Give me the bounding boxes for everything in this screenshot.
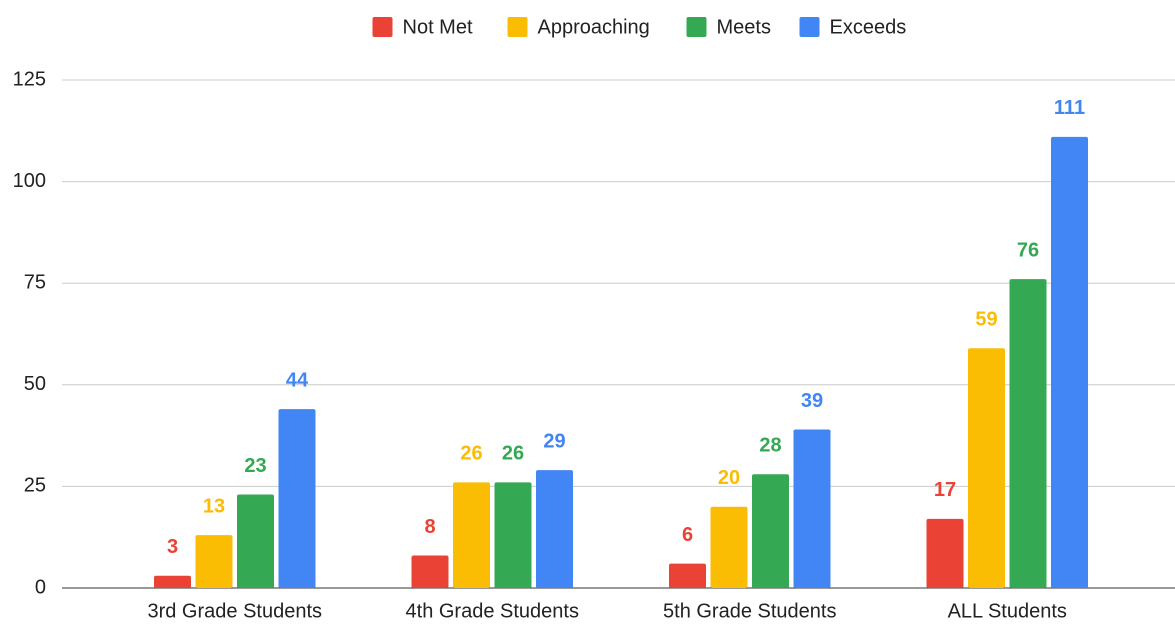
y-tick-label: 50 <box>24 373 46 395</box>
bar <box>669 563 706 588</box>
bar <box>195 535 233 588</box>
bar <box>237 494 274 588</box>
y-tick-label: 100 <box>13 170 46 192</box>
data-label: 8 <box>424 516 435 538</box>
data-label: 20 <box>718 467 740 489</box>
data-label: 17 <box>934 479 956 501</box>
legend-swatch <box>799 17 820 37</box>
bar <box>411 555 449 588</box>
bar <box>154 575 191 588</box>
bar <box>536 470 573 588</box>
bar <box>793 429 831 588</box>
y-tick-label: 25 <box>24 475 46 497</box>
bar <box>752 474 789 588</box>
data-label: 29 <box>543 430 565 452</box>
x-tick-label: ALL Students <box>948 600 1067 622</box>
x-tick-label: 3rd Grade Students <box>147 600 322 622</box>
legend-swatch <box>686 17 707 37</box>
y-tick-label: 125 <box>13 68 46 90</box>
bar <box>453 482 490 588</box>
y-tick-label: 75 <box>24 271 46 293</box>
legend-label: Not Met <box>403 16 473 38</box>
x-tick-label: 5th Grade Students <box>663 600 836 622</box>
data-label: 28 <box>759 434 781 456</box>
legend-label: Exceeds <box>830 16 907 38</box>
data-label: 26 <box>460 443 482 465</box>
bar <box>968 348 1005 588</box>
legend-swatch <box>507 17 528 37</box>
bar <box>1051 136 1088 588</box>
data-label: 111 <box>1054 97 1085 119</box>
bar <box>494 482 532 588</box>
bar <box>926 518 964 588</box>
y-tick-label: 0 <box>35 576 46 598</box>
legend-label: Approaching <box>538 16 650 38</box>
data-label: 26 <box>502 443 524 465</box>
bar <box>278 409 316 588</box>
data-label: 59 <box>975 309 997 331</box>
data-label: 3 <box>167 536 178 558</box>
bar <box>710 506 748 588</box>
legend-label: Meets <box>717 16 771 38</box>
data-label: 13 <box>203 495 225 517</box>
bar <box>1009 279 1047 588</box>
x-tick-label: 4th Grade Students <box>406 600 579 622</box>
legend-swatch <box>372 17 393 37</box>
data-label: 44 <box>286 369 309 391</box>
data-label: 76 <box>1017 239 1039 261</box>
data-label: 23 <box>244 455 266 477</box>
data-label: 6 <box>682 524 693 546</box>
data-label: 39 <box>801 390 823 412</box>
